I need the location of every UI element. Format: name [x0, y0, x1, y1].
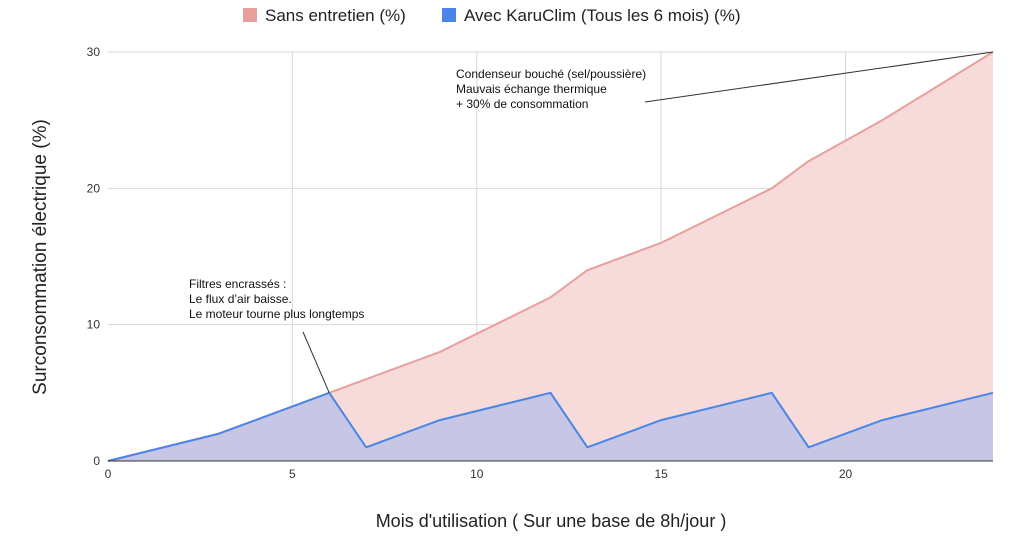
annotation-condenseur-line: Condenseur bouché (sel/poussière) [456, 67, 646, 81]
y-tick-label: 0 [93, 454, 100, 468]
annotation-filtres-line: Le moteur tourne plus longtemps [189, 307, 364, 321]
legend-label-sans-entretien: Sans entretien (%) [265, 6, 406, 25]
annotation-filtres-line: Filtres encrassés : [189, 277, 286, 291]
y-tick-label: 10 [87, 318, 101, 332]
series-areas [108, 52, 993, 461]
annotation-filtres: Filtres encrassés :Le flux d’air baisse.… [189, 277, 364, 394]
legend-swatch-sans-entretien [243, 8, 257, 22]
area-sans-entretien [108, 52, 993, 461]
annotation-condenseur-leader [644, 51, 994, 103]
annotation-condenseur-line: Mauvais échange thermique [456, 82, 607, 96]
series-lines [107, 51, 994, 462]
legend-swatch-avec-karuclim [442, 8, 456, 22]
tick-labels: 0 10 20 30 0 5 10 15 20 [87, 45, 853, 481]
y-tick-label: 20 [87, 181, 101, 195]
x-axis-title: Mois d'utilisation ( Sur une base de 8h/… [376, 511, 727, 531]
x-tick-label: 15 [654, 467, 668, 481]
annotation-filtres-line: Le flux d’air baisse. [189, 292, 292, 306]
x-tick-label: 10 [470, 467, 484, 481]
line-avec-karuclim [107, 391, 994, 462]
x-tick-label: 0 [105, 467, 112, 481]
x-tick-label: 20 [839, 467, 853, 481]
area-avec-karuclim [108, 392, 993, 461]
annotation-condenseur: Condenseur bouché (sel/poussière)Mauvais… [456, 51, 994, 111]
x-tick-label: 5 [289, 467, 296, 481]
annotations: Condenseur bouché (sel/poussière)Mauvais… [189, 51, 994, 394]
legend-label-avec-karuclim: Avec KaruClim (Tous les 6 mois) (%) [464, 6, 740, 25]
y-axis-title: Surconsommation électrique (%) [30, 119, 51, 395]
annotation-condenseur-line: + 30% de consommation [456, 97, 588, 111]
y-tick-label: 30 [87, 45, 101, 59]
annotation-filtres-leader [302, 331, 330, 394]
legend: Sans entretien (%) Avec KaruClim (Tous l… [243, 6, 740, 25]
